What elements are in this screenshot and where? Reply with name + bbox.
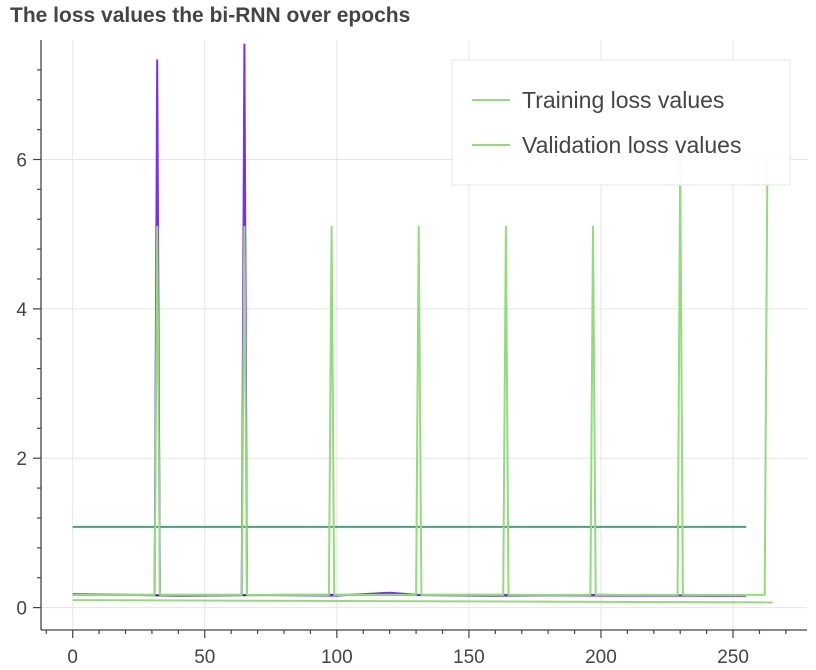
x-tick-label: 150 bbox=[453, 647, 485, 668]
legend-box bbox=[451, 59, 791, 186]
legend-label: Validation loss values bbox=[522, 132, 741, 158]
legend-label: Training loss values bbox=[522, 87, 724, 113]
x-tick-label: 50 bbox=[194, 647, 215, 668]
y-tick-label: 6 bbox=[16, 150, 27, 171]
y-tick-label: 4 bbox=[16, 300, 27, 321]
x-tick-label: 100 bbox=[321, 647, 353, 668]
y-tick-label: 2 bbox=[16, 449, 27, 470]
series-line-4 bbox=[72, 599, 773, 604]
x-tick-label: 0 bbox=[67, 647, 78, 668]
legend: Training loss values Validation loss valu… bbox=[451, 59, 791, 186]
grid-layer bbox=[41, 40, 807, 630]
x-tick-label: 200 bbox=[585, 647, 617, 668]
chart-title: The loss values the bi-RNN over epochs bbox=[10, 4, 411, 27]
series-line-1 bbox=[72, 158, 769, 596]
series-layer bbox=[72, 43, 773, 604]
axes-layer: 0 50 100 150 200 250 0 2 4 6 bbox=[16, 40, 807, 668]
y-tick-label: 0 bbox=[16, 599, 27, 620]
x-tick-label: 250 bbox=[717, 647, 749, 668]
